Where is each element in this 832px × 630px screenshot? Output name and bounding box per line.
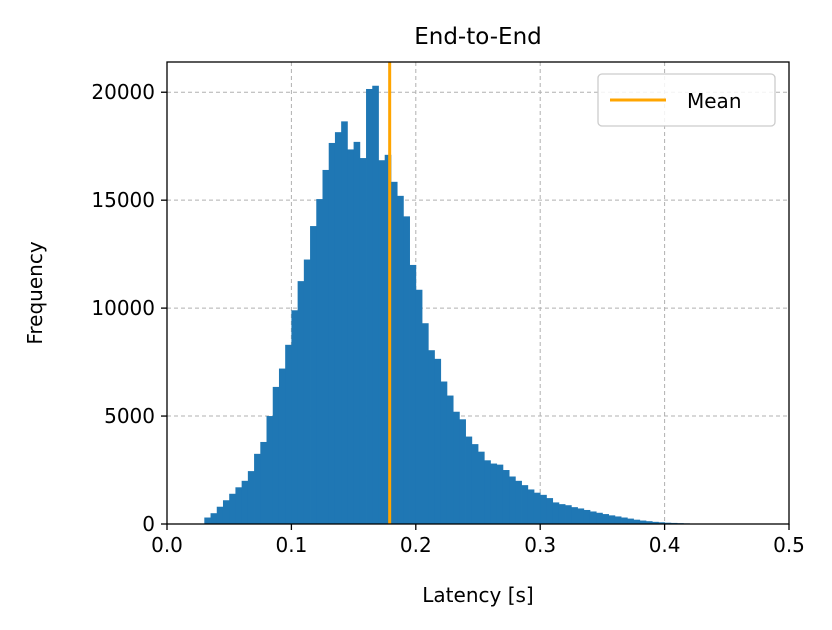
histogram-bar <box>341 121 348 525</box>
histogram-bar <box>645 521 653 524</box>
histogram-bar <box>540 494 547 524</box>
histogram-bar <box>210 513 218 524</box>
histogram-bar <box>509 476 516 524</box>
histogram-bar <box>552 502 560 524</box>
histogram-bar <box>204 517 211 524</box>
histogram-bar <box>372 85 379 524</box>
histogram-bar <box>222 500 230 524</box>
histogram-bar <box>403 216 410 525</box>
histogram-bar <box>459 419 466 524</box>
histogram-bar <box>465 436 473 524</box>
histogram-bar <box>652 521 659 524</box>
y-tick-label: 0 <box>142 512 155 536</box>
histogram-bar <box>496 464 504 524</box>
histogram-bar <box>478 451 485 524</box>
histogram-bar <box>415 289 423 524</box>
legend-mean-label: Mean <box>687 89 742 113</box>
histogram-bar <box>521 485 529 524</box>
histogram-bars <box>204 85 728 525</box>
histogram-bar <box>316 199 323 524</box>
histogram-bar <box>229 493 236 524</box>
x-tick-label: 0.0 <box>151 533 183 557</box>
x-axis-label: Latency [s] <box>422 583 533 607</box>
histogram-bar <box>446 395 454 524</box>
histogram-bar <box>378 160 386 524</box>
x-tick-label: 0.3 <box>524 533 556 557</box>
histogram-bar <box>571 507 578 524</box>
x-tick-label: 0.5 <box>773 533 805 557</box>
histogram-bar <box>583 509 591 524</box>
histogram-bar <box>390 181 398 525</box>
histogram-bar <box>278 368 286 524</box>
x-tick-label: 0.1 <box>275 533 307 557</box>
histogram-bar <box>266 416 274 524</box>
y-tick-label: 5000 <box>104 404 155 428</box>
y-tick-label: 15000 <box>91 188 155 212</box>
histogram-bar <box>490 463 498 524</box>
legend-box <box>597 73 776 127</box>
histogram-bar <box>272 386 280 524</box>
y-tick-label: 10000 <box>91 296 155 320</box>
histogram-bar <box>639 520 647 524</box>
histogram-bar <box>658 522 665 524</box>
histogram-bar <box>260 441 267 524</box>
histogram-bar <box>565 505 572 524</box>
histogram-bar <box>577 508 585 524</box>
histogram-bar <box>627 518 634 524</box>
histogram-bar <box>359 158 367 524</box>
y-tick-label: 20000 <box>91 80 155 104</box>
histogram-bar <box>235 487 243 524</box>
histogram-bar <box>241 480 249 524</box>
histogram-bar <box>602 514 610 524</box>
histogram-bar <box>546 498 554 524</box>
histogram-bar <box>397 195 404 524</box>
histogram-bar <box>384 154 392 524</box>
histogram-bar <box>285 344 292 524</box>
histogram-bar <box>322 169 330 525</box>
histogram-bar <box>254 453 261 524</box>
histogram-bar <box>527 489 535 524</box>
x-axis-ticks: 0.0 0.1 0.2 0.3 0.4 0.5 <box>151 524 805 557</box>
histogram-bar <box>409 264 417 524</box>
histogram-bar <box>453 411 460 524</box>
histogram-bar <box>484 460 491 524</box>
histogram-bar <box>596 512 603 524</box>
histogram-bar <box>216 506 224 524</box>
legend: Mean <box>597 73 776 127</box>
histogram-bar <box>558 504 566 524</box>
histogram-bar <box>422 323 429 524</box>
histogram-bar <box>297 281 305 524</box>
histogram-bar <box>434 358 442 524</box>
histogram-bar <box>621 517 628 524</box>
histogram-bar <box>347 149 354 525</box>
histogram-bar <box>440 381 448 524</box>
histogram-bar <box>633 519 641 524</box>
histogram-bar <box>303 259 311 524</box>
x-tick-label: 0.4 <box>649 533 681 557</box>
histogram-bar <box>366 88 373 524</box>
histogram-bar <box>614 516 622 524</box>
histogram-bar <box>428 350 435 524</box>
y-axis-label: Frequency <box>23 241 47 344</box>
histogram-bar <box>247 471 255 524</box>
plot-frame <box>166 61 790 525</box>
histogram-bar <box>291 310 299 524</box>
histogram-bar <box>533 492 541 524</box>
histogram-bar <box>334 132 342 524</box>
histogram-bar <box>515 480 522 524</box>
x-tick-label: 0.2 <box>400 533 432 557</box>
histogram-bar <box>589 511 597 524</box>
histogram-bar <box>310 226 317 524</box>
histogram-bar <box>502 470 510 524</box>
histogram-bar <box>353 141 361 524</box>
histogram-bar <box>328 142 336 524</box>
y-axis-ticks: 0 5000 10000 15000 20000 <box>91 80 167 536</box>
chart-title: End-to-End <box>414 24 542 50</box>
histogram-bar <box>608 515 616 524</box>
histogram-bar <box>471 444 479 524</box>
